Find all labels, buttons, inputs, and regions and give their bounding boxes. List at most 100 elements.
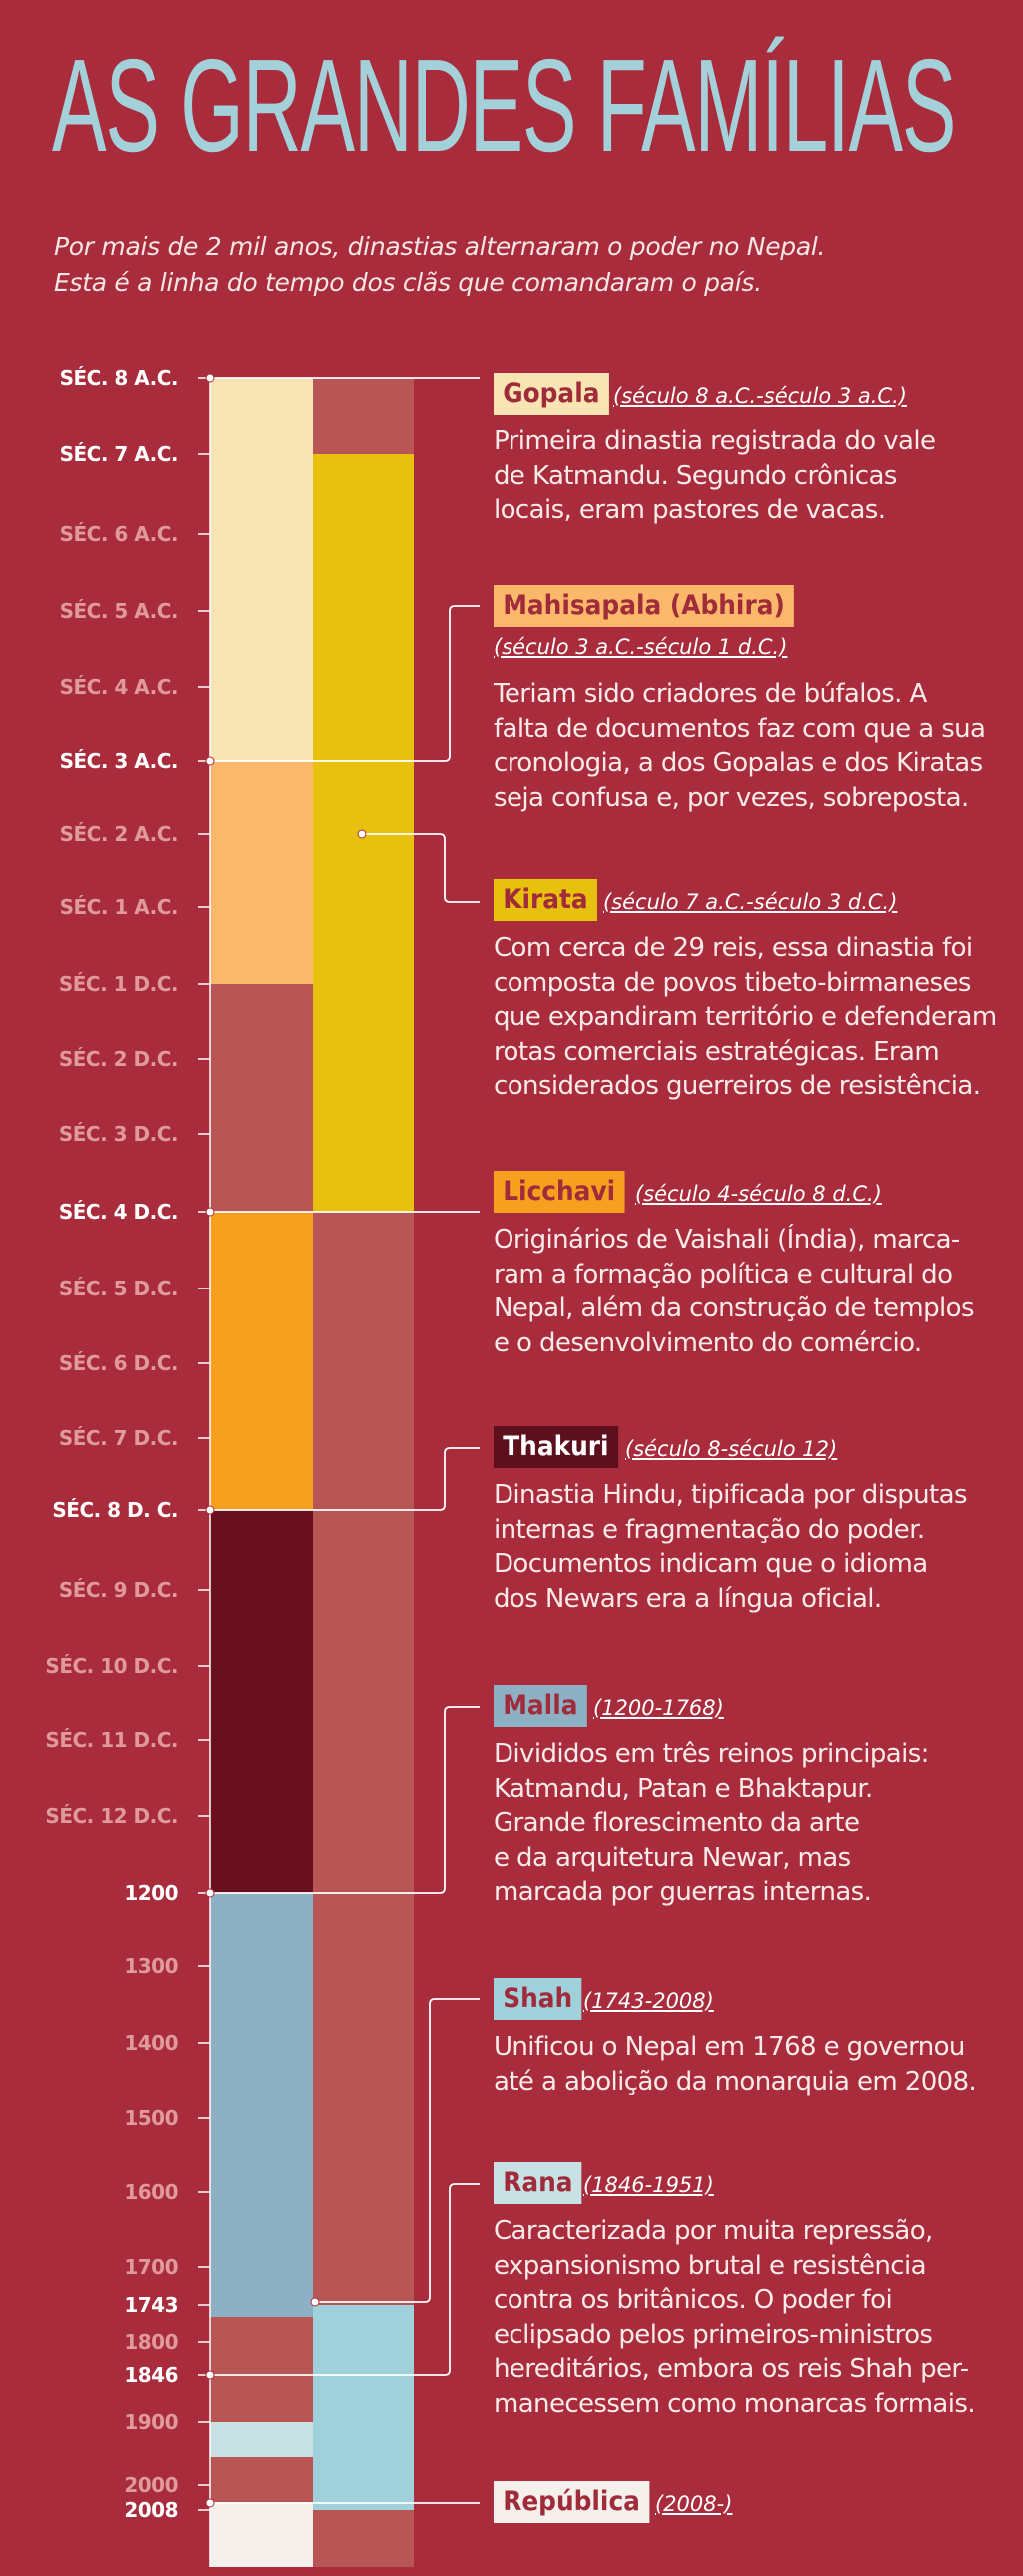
bar-shah [313, 2305, 414, 2510]
description-line: Com cerca de 29 reis, essa dinastia foi [494, 933, 973, 963]
dynasty-name: Rana [494, 2162, 582, 2204]
description-line: seja confusa e, por vezes, sobreposta. [494, 782, 969, 813]
dynasty-name: Mahisapala (Abhira) [494, 585, 795, 627]
dynasty-description: Dinastia Hindu, tipificada por disputas i… [494, 1478, 1013, 1616]
dynasty-description: Primeira dinastia registrada do vale de K… [494, 425, 1013, 528]
dynasty-period: (2008-) [655, 2492, 733, 2516]
bar-licchavi [210, 1212, 313, 1510]
description-line: Unificou o Nepal em 1768 e governou [494, 2032, 965, 2062]
connector-thakuri-dot [205, 1505, 215, 1515]
connector-mahisapala-dot [205, 756, 215, 766]
dynasty-period: (século 3 a.C.-século 1 d.C.) [494, 635, 788, 659]
description-line: até a abolição da monarquia em 2008. [494, 2066, 977, 2097]
axis-label: 1900 [124, 2410, 178, 2434]
axis-label: SÉC. 8 D. C. [52, 1498, 178, 1522]
description-line: contra os britânicos. O poder foi [494, 2285, 893, 2315]
dynasty-period: (1200-1768) [593, 1696, 724, 1720]
axis-label: SÉC. 4 D.C. [59, 1200, 178, 1224]
dynasty-name: Thakuri [494, 1426, 618, 1468]
description-line: expansionismo brutal e resistência [494, 2250, 927, 2281]
axis-label: 1300 [124, 1954, 178, 1978]
description-line: Documentos indicam que o idioma [494, 1549, 928, 1579]
description-line: Originários de Vaishali (Índia), marca- [494, 1225, 960, 1255]
subtitle-line-1: Por mais de 2 mil anos, dinastias altern… [54, 232, 826, 261]
description-line: internas e fragmentação do poder. [494, 1514, 925, 1545]
description-line: Katmandu, Patan e Bhaktapur. [494, 1773, 873, 1804]
description-line: e da arquitetura Newar, mas [494, 1842, 851, 1873]
axis-label: SÉC. 3 A.C. [60, 749, 178, 773]
axis-label: SÉC. 7 A.C. [60, 442, 178, 466]
description-line: eclipsado pelos primeiros-ministros [494, 2319, 933, 2350]
axis-label: SÉC. 6 D.C. [59, 1351, 178, 1375]
dynasty-name: Shah [494, 1978, 582, 2020]
description-line: rotas comerciais estratégicas. Eram [494, 1036, 940, 1067]
axis-label: 1500 [124, 2106, 178, 2130]
dynasty-description: Unificou o Nepal em 1768 e governou até a… [494, 2030, 1013, 2099]
description-line: considerados guerreiros de resistência. [494, 1071, 981, 1101]
description-line: Grande florescimento da arte [494, 1808, 860, 1838]
dynasty-name: Gopala [494, 373, 609, 415]
axis-label: SÉC. 11 D.C. [45, 1728, 178, 1752]
axis-label: SÉC. 2 A.C. [60, 822, 178, 846]
connector-kirata-dot [357, 829, 367, 839]
dynasty-description: Originários de Vaishali (Índia), marca-r… [494, 1223, 1013, 1360]
axis-label: 1200 [124, 1881, 178, 1905]
axis-label: 1700 [124, 2255, 178, 2279]
bar-gopala [210, 378, 313, 761]
bar-mahisapala-abhira [210, 761, 313, 984]
bar-rana [210, 2422, 313, 2457]
dynasty-description: Divididos em três reinos principais: Katm… [494, 1737, 1013, 1910]
description-line: Nepal, além da construção de templos [494, 1293, 975, 1323]
description-line: Divididos em três reinos principais: [494, 1739, 929, 1769]
axis-label: 1743 [124, 2293, 178, 2317]
description-line: Dinastia Hindu, tipificada por disputas [494, 1480, 968, 1510]
axis-label: SÉC. 12 D.C. [45, 1804, 178, 1828]
subtitle-line-2: Esta é a linha do tempo dos clãs que com… [54, 268, 762, 297]
axis-label: SÉC. 3 D.C. [59, 1122, 178, 1146]
connector-republica-dot [205, 2498, 215, 2508]
bar-rep-blica [210, 2502, 313, 2567]
description-line: cronologia, a dos Gopalas e dos Kiratas [494, 748, 983, 778]
description-line: manecessem como monarcas formais. [494, 2388, 976, 2419]
connector-rana-dot [205, 2370, 215, 2380]
axis-label: 1600 [124, 2180, 178, 2204]
dynasty-period: (século 7 a.C.-século 3 d.C.) [603, 890, 898, 914]
dynasty-description: Teriam sido criadores de búfalos. A falta… [494, 677, 1013, 815]
axis-label: SÉC. 2 D.C. [59, 1047, 178, 1071]
connector-mahisapala [210, 605, 480, 762]
axis-label: SÉC. 5 A.C. [60, 599, 178, 623]
dynasty-description: Caracterizada por muita repressão, expans… [494, 2214, 1013, 2421]
axis-label: SÉC. 1 A.C. [60, 895, 178, 919]
connector-licchavi-dot [205, 1207, 215, 1217]
axis-label: SÉC. 6 A.C. [60, 522, 178, 546]
axis-label: 1400 [124, 2031, 178, 2055]
description-line: composta de povos tibeto-birmaneses [494, 967, 971, 998]
page-title: AS GRANDES FAMÍLIAS [52, 32, 956, 179]
description-line: hereditários, embora os reis Shah per- [494, 2354, 969, 2384]
dynasty-description: Com cerca de 29 reis, essa dinastia foi c… [494, 931, 1013, 1104]
description-line: que expandiram território e defenderam [494, 1002, 997, 1032]
connector-thakuri [210, 1447, 480, 1511]
axis-label: SÉC. 7 D.C. [59, 1426, 178, 1450]
dynasty-period: (século 8 a.C.-século 3 a.C.) [613, 384, 907, 408]
connector-kirata [362, 833, 480, 903]
axis-label: SÉC. 9 D.C. [59, 1578, 178, 1602]
description-line: Caracterizada por muita repressão, [494, 2216, 933, 2246]
dynasty-name: República [494, 2481, 650, 2523]
axis-label: SÉC. 10 D.C. [45, 1654, 178, 1678]
axis-label: SÉC. 8 A.C. [60, 366, 178, 390]
connector-rana [210, 2183, 480, 2376]
axis-label: SÉC. 4 A.C. [60, 675, 178, 699]
description-line: dos Newars era a língua oficial. [494, 1583, 882, 1614]
axis-label: 2000 [124, 2473, 178, 2497]
axis-label: 2008 [124, 2498, 178, 2522]
connector-shah [315, 1998, 480, 2303]
description-line: e o desenvolvimento do comércio. [494, 1327, 922, 1358]
dynasty-name: Kirata [494, 879, 597, 921]
connector-malla [210, 1706, 480, 1894]
description-line: Primeira dinastia registrada do vale [494, 427, 936, 456]
description-line: ram a formação política e cultural do [494, 1259, 953, 1289]
dynasty-name: Malla [494, 1685, 587, 1727]
connector-malla-dot [205, 1888, 215, 1898]
axis-label: 1846 [124, 2363, 178, 2387]
